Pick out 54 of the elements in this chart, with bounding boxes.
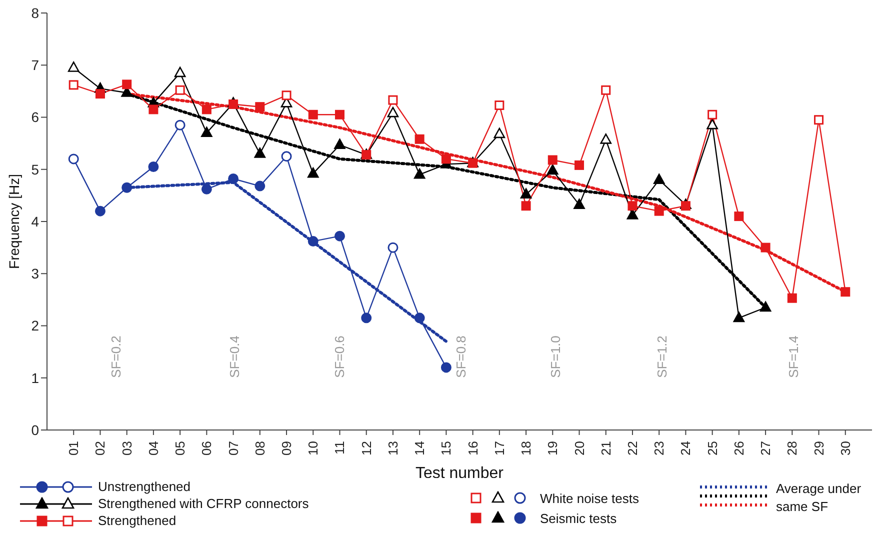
y-tick-label: 2 [31,318,40,334]
y-tick-label: 1 [31,370,40,386]
y-tick-label: 6 [31,109,40,126]
annotation: SF=0.6 [332,336,348,378]
x-tick-label: 30 [838,441,853,456]
annotation: SF=1.2 [654,336,670,378]
x-tick-label: 12 [358,441,374,456]
x-tick-label: 05 [172,441,188,456]
x-tick-label: 04 [146,441,161,456]
legend-label: Unstrengthened [98,479,191,494]
x-tick-label: 16 [465,441,480,456]
x-tick-label: 28 [784,441,800,456]
x-tick-label: 01 [66,441,82,456]
annotation: SF=0.4 [227,336,242,378]
x-tick-label: 20 [572,441,587,456]
x-tick-label: 14 [412,441,428,456]
y-tick-label: 7 [31,57,40,74]
y-axis-title: Frequency [Hz] [6,174,22,269]
x-tick-label: 09 [279,441,294,456]
annotation: SF=1.0 [548,336,563,378]
x-tick-label: 22 [624,441,640,456]
x-tick-label: 26 [731,441,746,456]
annotation: SF=0.8 [453,336,468,378]
x-tick-label: 24 [678,441,694,456]
x-axis-title: Test number [415,465,504,482]
annotation: SF=1.4 [786,336,801,378]
x-tick-label: 03 [119,441,134,456]
x-tick-label: 25 [704,441,720,456]
y-tick-label: 4 [31,213,40,230]
x-tick-label: 13 [385,441,400,456]
x-tick-label: 15 [438,441,454,456]
x-tick-label: 23 [652,441,667,456]
x-tick-label: 29 [811,441,826,456]
y-tick-label: 3 [31,266,40,282]
legend-label: Strengthened with CFRP connectors [98,496,309,511]
x-tick-label: 19 [545,441,560,456]
x-tick-label: 06 [199,441,214,456]
y-tick-label: 8 [31,4,40,21]
x-tick-label: 02 [92,441,108,456]
x-tick-label: 21 [598,441,614,456]
text: Seismic tests [540,510,617,526]
y-tick-label: 5 [31,161,40,178]
x-tick-label: 18 [518,441,534,456]
x-tick-label: 08 [252,441,268,456]
text: White noise tests [540,490,639,506]
x-tick-label: 10 [306,441,321,456]
annotation: SF=0.2 [108,336,124,378]
legend-label: Strengthened [98,513,176,528]
y-tick-label: 0 [31,422,40,438]
x-tick-label: 27 [758,441,774,456]
x-tick-label: 17 [492,441,507,456]
x-tick-label: 07 [226,441,241,456]
text: Average under same SF [776,480,862,516]
x-tick-label: 11 [332,441,348,454]
